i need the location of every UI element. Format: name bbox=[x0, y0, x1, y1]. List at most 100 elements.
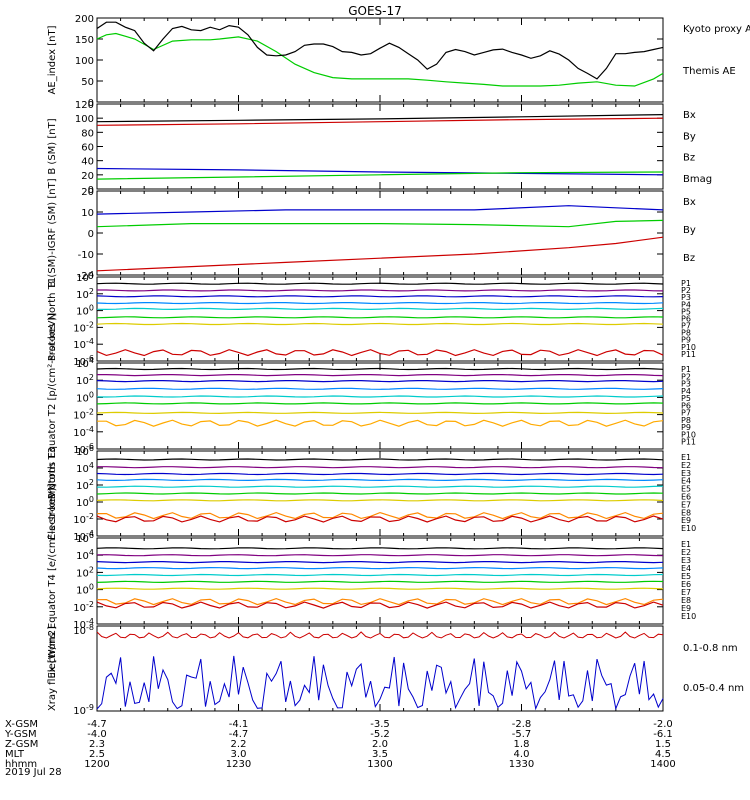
channel-label: E3 bbox=[681, 469, 691, 478]
series-line bbox=[96, 655, 664, 711]
y-tick-label: 102 bbox=[76, 287, 94, 301]
y-tick-label: 10-6 bbox=[73, 354, 94, 368]
orbit-cell: -4.7 bbox=[87, 719, 107, 730]
y-tick-label: 10-2 bbox=[73, 600, 94, 614]
y-axis-label: B (SM) [nT] bbox=[47, 118, 58, 174]
y-tick-label: 100 bbox=[76, 304, 94, 318]
panel-8: Xray flux [W/m2] bbox=[47, 625, 664, 712]
y-axis-label: AE_index [nT] bbox=[47, 25, 58, 94]
panel-frame bbox=[96, 362, 664, 450]
plot-title: GOES-17 bbox=[348, 4, 402, 18]
series-line bbox=[96, 32, 664, 87]
orbit-cell: -4.7 bbox=[229, 729, 249, 740]
channel-label: E5 bbox=[681, 485, 691, 494]
series-line bbox=[96, 167, 664, 176]
orbit-row-label: hhmm bbox=[5, 759, 37, 770]
channel-line bbox=[96, 387, 664, 390]
y-tick-label: 10-9 bbox=[73, 703, 94, 717]
y-axis-label: Xray flux [W/m2] bbox=[47, 626, 58, 711]
channel-label: E9 bbox=[681, 516, 691, 525]
channel-line bbox=[96, 580, 664, 584]
panel-frame bbox=[96, 276, 664, 362]
orbit-cell: 1230 bbox=[226, 759, 251, 770]
y-tick-label: 102 bbox=[76, 565, 94, 579]
orbit-row-label: Y-GSM bbox=[4, 729, 37, 740]
channel-label: E7 bbox=[681, 588, 691, 597]
y-tick-label: 40 bbox=[81, 157, 94, 168]
legend-entry: Bx bbox=[683, 110, 696, 121]
channel-label: P9 bbox=[681, 423, 691, 432]
channel-line bbox=[96, 566, 664, 570]
channel-line bbox=[96, 395, 664, 398]
panel-1: AE_index [nT] bbox=[47, 17, 664, 103]
orbit-cell: 3.5 bbox=[372, 749, 388, 760]
y-tick-label: 10-4 bbox=[73, 337, 94, 351]
channel-line bbox=[96, 411, 664, 415]
panel-frame bbox=[96, 190, 664, 276]
channel-label: E5 bbox=[681, 572, 691, 581]
legend-entry: Themis AE bbox=[682, 66, 736, 77]
channel-label: E3 bbox=[681, 556, 691, 565]
orbit-cell: -3.5 bbox=[370, 719, 390, 730]
orbit-cell: 1330 bbox=[509, 759, 534, 770]
channel-line bbox=[96, 478, 664, 482]
channel-line bbox=[96, 492, 664, 495]
y-tick-label: 20 bbox=[81, 171, 94, 182]
channel-line bbox=[96, 380, 664, 383]
channel-label: E8 bbox=[681, 508, 691, 517]
channel-label: E7 bbox=[681, 500, 691, 509]
orbit-cell: 1.8 bbox=[514, 739, 530, 750]
channel-label: P5 bbox=[681, 394, 691, 403]
orbit-cell: 2.3 bbox=[89, 739, 105, 750]
panel-2: B (SM) [nT] bbox=[47, 103, 664, 190]
channel-label: P1 bbox=[681, 279, 691, 288]
channel-label: P9 bbox=[681, 336, 691, 345]
legend-entry: Bz bbox=[683, 153, 695, 164]
legend-entry: Bx bbox=[683, 197, 696, 208]
orbit-row-label: MLT bbox=[5, 749, 25, 760]
y-tick-label: 104 bbox=[76, 270, 94, 284]
legend-entry: Bmag bbox=[683, 174, 712, 185]
channel-line bbox=[96, 349, 664, 357]
y-tick-label: 102 bbox=[76, 478, 94, 492]
channel-line bbox=[96, 307, 664, 311]
legend-entry: 0.05-0.4 nm bbox=[683, 683, 744, 694]
orbit-cell: -4.1 bbox=[229, 719, 249, 730]
y-tick-label: 100 bbox=[76, 390, 94, 404]
date-label: 2019 Jul 28 bbox=[5, 767, 62, 778]
channel-label: P7 bbox=[681, 322, 691, 331]
channel-line bbox=[96, 316, 664, 319]
channel-line bbox=[97, 289, 664, 292]
panel-3: B (SM)-IGRF (SM) [nT] bbox=[47, 178, 664, 288]
y-tick-label: 104 bbox=[76, 461, 94, 475]
channel-line bbox=[97, 374, 664, 377]
orbit-cell: 2.2 bbox=[231, 739, 247, 750]
y-axis-label: B (SM)-IGRF (SM) [nT] bbox=[47, 178, 58, 287]
orbit-cell: -5.7 bbox=[512, 729, 532, 740]
orbit-cell: -4.0 bbox=[87, 729, 107, 740]
y-tick-label: 150 bbox=[75, 35, 94, 46]
y-tick-label: 106 bbox=[76, 531, 94, 545]
y-tick-label: 0 bbox=[88, 185, 94, 196]
channel-label: P2 bbox=[681, 372, 691, 381]
channel-label: P2 bbox=[681, 286, 691, 295]
y-tick-label: 100 bbox=[75, 114, 94, 125]
y-tick-label: -10 bbox=[78, 250, 94, 261]
y-tick-label: 104 bbox=[76, 548, 94, 562]
channel-line bbox=[97, 419, 664, 427]
channel-label: E1 bbox=[681, 453, 691, 462]
y-tick-label: 20 bbox=[81, 187, 94, 198]
orbit-row-label: X-GSM bbox=[5, 719, 38, 730]
orbit-cell: 2.5 bbox=[89, 749, 105, 760]
channel-label: P4 bbox=[681, 300, 691, 309]
channel-label: E4 bbox=[681, 477, 691, 486]
channel-line bbox=[96, 402, 664, 405]
channel-line bbox=[96, 322, 664, 326]
channel-line bbox=[97, 466, 664, 469]
channel-line bbox=[96, 587, 664, 590]
channel-label: E1 bbox=[681, 540, 691, 549]
y-tick-label: 104 bbox=[76, 356, 94, 370]
channel-label: P10 bbox=[681, 343, 696, 352]
channel-label: P11 bbox=[681, 438, 696, 447]
